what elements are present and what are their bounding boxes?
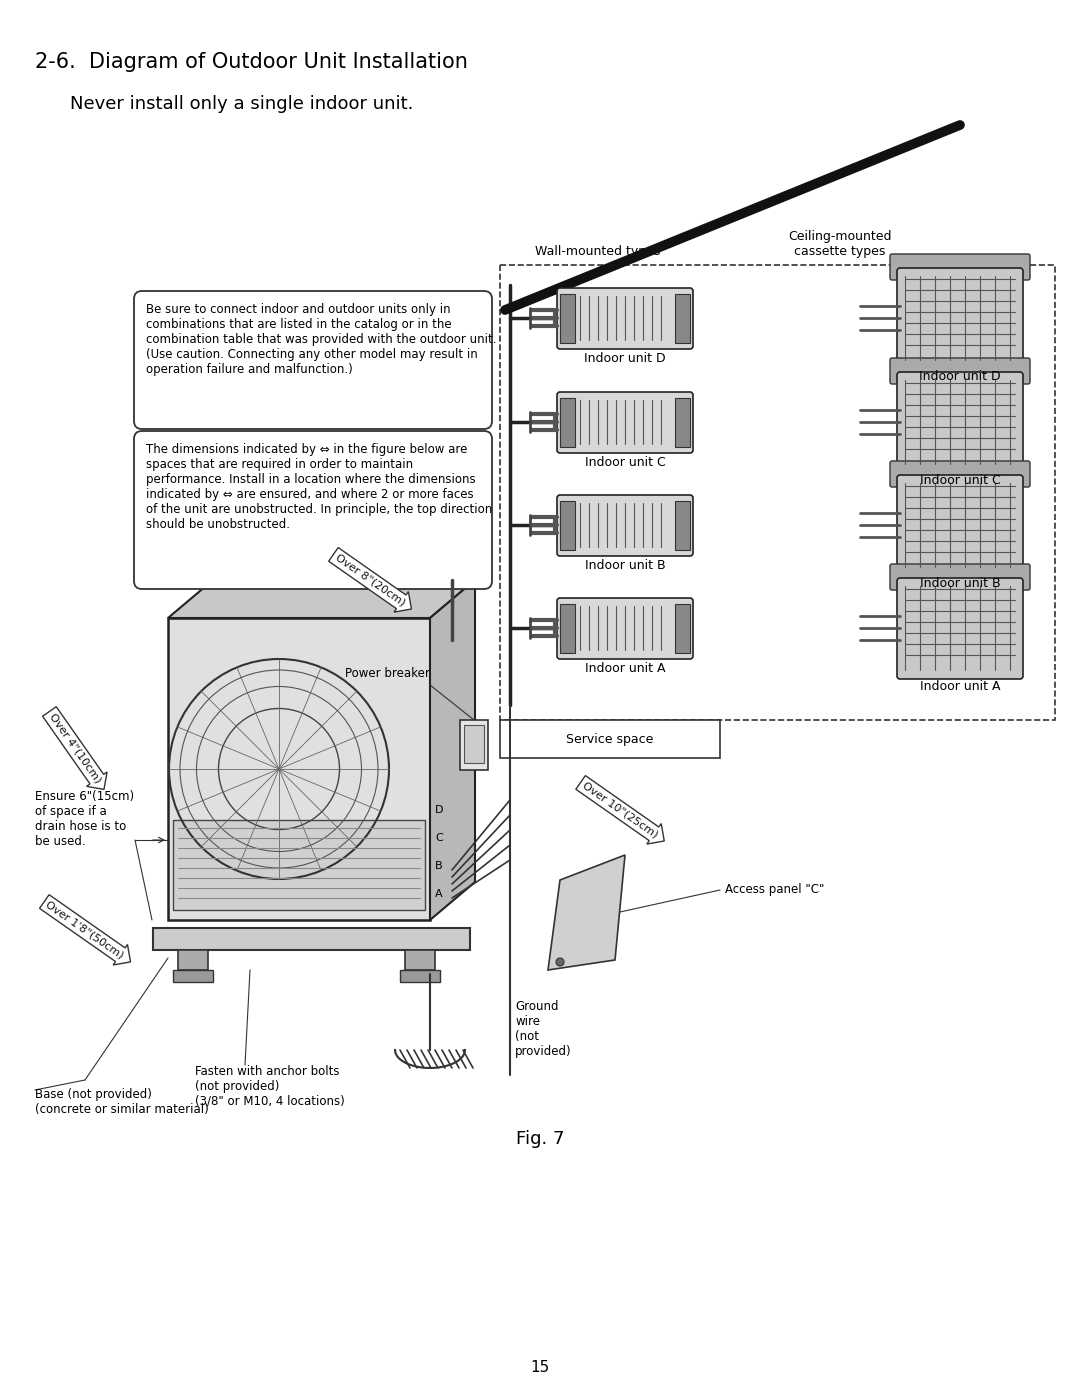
Bar — [675, 604, 690, 652]
Text: Ground
wire
(not
provided): Ground wire (not provided) — [515, 1000, 571, 1058]
Bar — [464, 725, 484, 763]
FancyBboxPatch shape — [897, 372, 1023, 474]
Text: 2-6.  Diagram of Outdoor Unit Installation: 2-6. Diagram of Outdoor Unit Installatio… — [35, 52, 468, 73]
Text: Over 1'8"(50cm): Over 1'8"(50cm) — [44, 900, 125, 961]
Text: B: B — [435, 861, 443, 870]
Text: Indoor unit A: Indoor unit A — [584, 662, 665, 675]
Text: Over 10"(25cm): Over 10"(25cm) — [580, 781, 660, 840]
Bar — [500, 265, 1055, 719]
Text: Indoor unit A: Indoor unit A — [920, 680, 1000, 693]
Text: Indoor unit D: Indoor unit D — [919, 370, 1001, 383]
FancyBboxPatch shape — [557, 495, 693, 556]
Text: Be sure to connect indoor and outdoor units only in
combinations that are listed: Be sure to connect indoor and outdoor un… — [146, 303, 497, 376]
Polygon shape — [548, 855, 625, 970]
Bar — [500, 719, 720, 759]
FancyBboxPatch shape — [897, 268, 1023, 369]
Text: C: C — [435, 833, 443, 842]
FancyBboxPatch shape — [890, 461, 1030, 488]
Text: Access panel "C": Access panel "C" — [725, 883, 824, 897]
Bar — [168, 617, 430, 921]
FancyBboxPatch shape — [897, 578, 1023, 679]
Text: Indoor unit B: Indoor unit B — [920, 577, 1000, 590]
Text: Wall-mounted types: Wall-mounted types — [535, 244, 660, 258]
Text: Ceiling-mounted
cassette types: Ceiling-mounted cassette types — [788, 231, 892, 258]
Text: D: D — [435, 805, 444, 814]
FancyBboxPatch shape — [557, 598, 693, 659]
Bar — [460, 719, 488, 770]
FancyBboxPatch shape — [890, 564, 1030, 590]
Bar — [561, 604, 575, 652]
Text: Never install only a single indoor unit.: Never install only a single indoor unit. — [70, 95, 414, 113]
Bar — [675, 293, 690, 344]
Text: 15: 15 — [530, 1361, 550, 1375]
Text: Power breaker: Power breaker — [346, 666, 430, 680]
Text: The dimensions indicated by ⇔ in the figure below are
spaces that are required i: The dimensions indicated by ⇔ in the fig… — [146, 443, 492, 531]
Text: Indoor unit C: Indoor unit C — [920, 474, 1000, 488]
Text: Over 4"(10cm): Over 4"(10cm) — [48, 711, 103, 785]
Text: Fig. 7: Fig. 7 — [516, 1130, 564, 1148]
Bar — [153, 928, 470, 950]
FancyBboxPatch shape — [890, 254, 1030, 279]
Bar — [173, 820, 426, 909]
Bar — [400, 970, 440, 982]
FancyBboxPatch shape — [134, 291, 492, 429]
Polygon shape — [430, 580, 475, 921]
FancyBboxPatch shape — [897, 475, 1023, 576]
FancyBboxPatch shape — [557, 288, 693, 349]
Text: Indoor unit D: Indoor unit D — [584, 352, 665, 365]
Text: A: A — [435, 888, 443, 900]
Bar — [561, 398, 575, 447]
Bar — [675, 398, 690, 447]
Text: Indoor unit B: Indoor unit B — [584, 559, 665, 571]
Text: Ensure 6"(15cm)
of space if a
drain hose is to
be used.: Ensure 6"(15cm) of space if a drain hose… — [35, 789, 134, 848]
Bar — [173, 970, 213, 982]
FancyBboxPatch shape — [890, 358, 1030, 384]
Bar — [178, 950, 208, 970]
Text: Indoor unit C: Indoor unit C — [584, 455, 665, 469]
Bar — [561, 502, 575, 550]
Text: Base (not provided)
(concrete or similar material): Base (not provided) (concrete or similar… — [35, 1088, 208, 1116]
Bar — [675, 502, 690, 550]
Text: Service space: Service space — [566, 732, 653, 746]
Bar — [405, 950, 435, 970]
Text: Fasten with anchor bolts
(not provided)
(3/8" or M10, 4 locations): Fasten with anchor bolts (not provided) … — [195, 1065, 345, 1108]
FancyBboxPatch shape — [134, 432, 492, 590]
Circle shape — [556, 958, 564, 965]
Polygon shape — [168, 580, 475, 617]
Text: Over 8"(20cm): Over 8"(20cm) — [334, 552, 407, 608]
FancyBboxPatch shape — [557, 393, 693, 453]
Bar — [561, 293, 575, 344]
